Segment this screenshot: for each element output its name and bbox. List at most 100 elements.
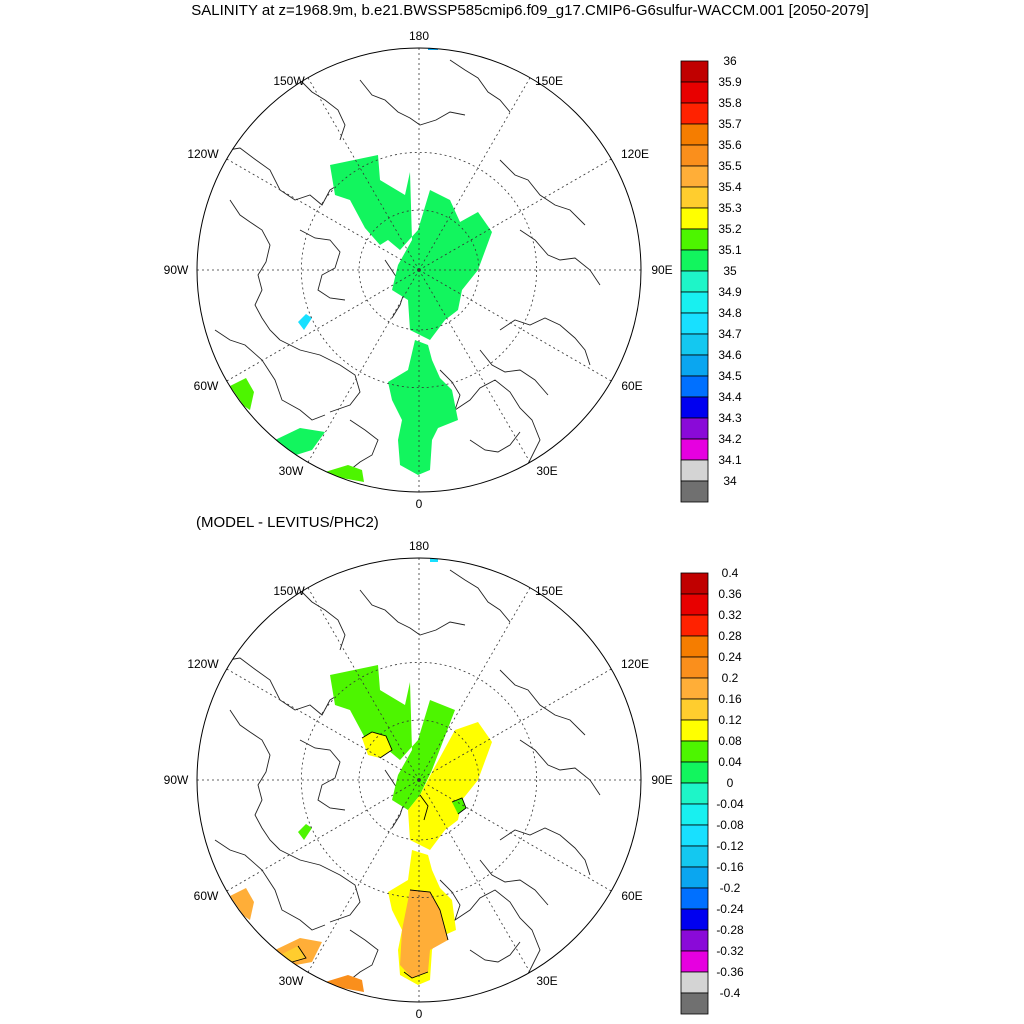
colorbar-tick-label: 35.5 (718, 159, 742, 173)
map-boundary (196, 557, 642, 1003)
data-field-region (388, 340, 458, 475)
colorbar-tick-label: -0.04 (716, 797, 744, 811)
colorbar-tick-label: 34.4 (718, 390, 742, 404)
colorbar-swatch (680, 375, 709, 398)
colorbar-tick-label: -0.16 (716, 860, 744, 874)
coastline (229, 199, 281, 341)
data-field-region (428, 48, 438, 50)
colorbar-swatch (680, 908, 709, 931)
colorbar-swatch (680, 656, 709, 679)
meridian-line (418, 269, 612, 382)
colorbar-tick-label: 35.3 (718, 201, 742, 215)
colorbar-swatch (680, 845, 709, 868)
coastline (214, 839, 326, 931)
colorbar-tick-label: 34.6 (718, 348, 742, 362)
coastline (197, 629, 347, 716)
colorbar-tick-label: 34.8 (718, 306, 742, 320)
salinity-map-panel: 180 150E 120E 90E 60E 30E 0 30W 60W 90W 120W 150W (164, 29, 673, 511)
coastline (469, 941, 521, 963)
longitude-label: 120W (187, 147, 219, 161)
colorbar-tick-label: 35.8 (718, 96, 742, 110)
coastline (359, 589, 466, 636)
contour-line (419, 794, 429, 821)
colorbar-swatch (680, 270, 709, 293)
longitude-label: 180 (409, 29, 429, 43)
colorbar-tick-label: 35.7 (718, 117, 742, 131)
longitude-label: 60E (621, 379, 642, 393)
colorbar-swatch (680, 761, 709, 784)
longitude-label: 150W (273, 584, 305, 598)
colorbar-swatch (680, 186, 709, 209)
data-field-region (400, 890, 448, 978)
colorbar-swatch (680, 614, 709, 637)
colorbar-tick-label: 34.1 (718, 453, 742, 467)
colorbar-swatch (680, 165, 709, 188)
colorbar-tick-label: 0.28 (718, 629, 742, 643)
coastline (499, 827, 591, 876)
colorbar-tick-label: 0.16 (718, 692, 742, 706)
coastline (359, 79, 466, 126)
colorbar-tick-label: -0.08 (716, 818, 744, 832)
longitude-label: 150E (535, 74, 563, 88)
colorbar-tick-label: 34.9 (718, 285, 742, 299)
data-field-region (298, 314, 312, 330)
meridian-line (226, 269, 420, 382)
coastline (439, 889, 541, 989)
longitude-label: 60W (194, 889, 219, 903)
colorbar-swatch (680, 249, 709, 272)
colorbar-tick-label: 35.1 (718, 243, 742, 257)
chart-title: SALINITY at z=1968.9m, b.e21.BWSSP585cmi… (191, 2, 869, 19)
meridian-line (307, 269, 420, 463)
meridian-line (226, 158, 420, 271)
meridian-line (418, 269, 531, 463)
colorbar-tick-label: 0 (727, 776, 734, 790)
data-field-region (362, 732, 392, 758)
colorbar-swatch (680, 81, 709, 104)
contour-line (291, 945, 307, 963)
longitude-label: 60W (194, 379, 219, 393)
colorbar-swatch (680, 354, 709, 377)
latitude-circle (358, 209, 480, 331)
longitude-label: 30E (536, 974, 557, 988)
contour-line (409, 889, 449, 941)
coastline (499, 159, 586, 226)
data-field-region (298, 824, 312, 840)
data-field-region (282, 946, 306, 962)
coastline (449, 569, 511, 623)
coastline (479, 349, 549, 396)
colorbar-tick-label: 0.4 (722, 566, 739, 580)
colorbar-tick-label: 36 (723, 54, 737, 68)
latitude-circle (358, 719, 480, 841)
coastline (449, 59, 511, 113)
coastline (499, 317, 591, 366)
longitude-label: 0 (416, 1007, 423, 1021)
longitude-label: 60E (621, 889, 642, 903)
coastline (499, 669, 586, 736)
colorbar-swatch (680, 459, 709, 482)
coastline (279, 849, 361, 923)
coastline (299, 589, 346, 651)
colorbar-swatch (680, 60, 709, 83)
colorbar-tick-label: -0.2 (720, 881, 741, 895)
meridian-line (226, 668, 420, 781)
colorbar-swatch (680, 803, 709, 826)
colorbar-swatch (680, 950, 709, 973)
data-field-region (230, 888, 254, 920)
longitude-label: 90E (651, 263, 672, 277)
colorbar-swatch (680, 866, 709, 889)
colorbar-swatch (680, 438, 709, 461)
colorbar-swatch (680, 417, 709, 440)
colorbar-tick-label: -0.24 (716, 902, 744, 916)
meridian-line (418, 668, 612, 781)
data-field-region (275, 428, 325, 455)
colorbar-swatch (680, 887, 709, 910)
colorbar-tick-label: 0.2 (722, 671, 739, 685)
data-field-region (330, 155, 492, 340)
contour-line (361, 731, 393, 759)
colorbar-swatch (680, 719, 709, 742)
colorbar-tick-label: 34.3 (718, 411, 742, 425)
salinity-colorbar: 36 35.9 35.8 35.7 35.6 35.5 35.4 35.3 35.2 35.1 35… (680, 54, 742, 503)
meridian-line (418, 587, 531, 781)
data-field-region (325, 975, 364, 992)
colorbar-tick-label: 34 (723, 474, 737, 488)
